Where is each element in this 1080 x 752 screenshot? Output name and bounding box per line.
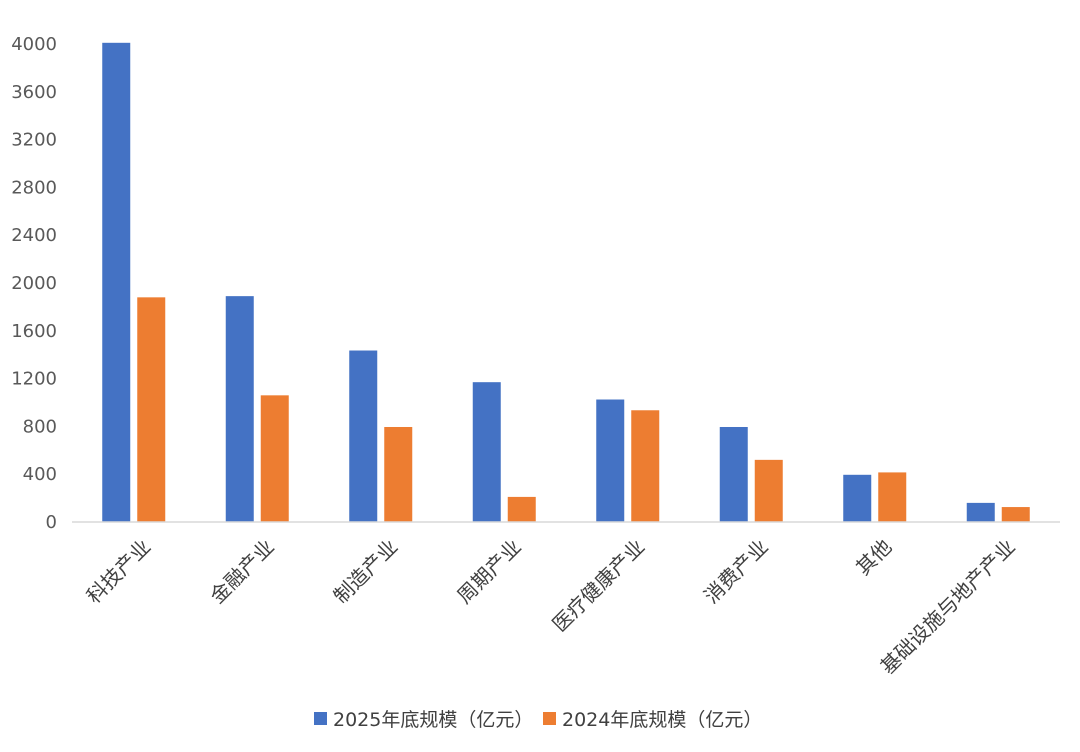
y-tick-label: 400 (23, 464, 57, 485)
y-tick-label: 4000 (11, 34, 57, 55)
y-tick-label: 2000 (11, 273, 57, 294)
x-category-label: 周期产业 (452, 535, 526, 609)
bar-2024 (137, 297, 166, 522)
legend: 2025年底规模（亿元） 2024年底规模（亿元） (314, 709, 762, 731)
bar-2025 (719, 426, 748, 522)
bar-2025 (225, 296, 254, 522)
legend-label: 2024年底规模（亿元） (562, 709, 762, 731)
legend-label: 2025年底规模（亿元） (333, 709, 533, 731)
y-tick-label: 0 (46, 512, 57, 533)
x-category-label: 制造产业 (329, 535, 403, 609)
bar-2025 (102, 42, 131, 523)
x-category-label: 科技产业 (82, 535, 156, 609)
y-tick-label: 3600 (11, 82, 57, 103)
y-tick-label: 1600 (11, 321, 57, 342)
y-tick-label: 1200 (11, 369, 57, 390)
bar-2025 (349, 350, 378, 522)
bars (102, 42, 1030, 523)
y-tick-label: 2400 (11, 225, 57, 246)
x-category-label: 医疗健康产业 (547, 535, 649, 637)
bar-2024 (507, 496, 536, 522)
bar-2025 (472, 382, 501, 522)
bar-2024 (631, 410, 660, 522)
legend-swatch (543, 712, 556, 725)
bar-2024 (878, 472, 907, 522)
y-tick-label: 2800 (11, 177, 57, 198)
y-tick-label: 3200 (11, 130, 57, 151)
x-category-label: 基础设施与地产产业 (876, 535, 1020, 679)
bar-2024 (260, 395, 289, 522)
bar-2024 (1001, 507, 1030, 522)
x-category-label: 消费产业 (699, 535, 773, 609)
y-tick-label: 800 (23, 416, 57, 437)
bar-2025 (966, 502, 995, 522)
x-category-label: 其他 (851, 535, 896, 580)
bar-2025 (596, 399, 625, 522)
y-axis-ticks: 0 400 800 1200 1600 2000 2400 2800 3200 3600 4000 (11, 34, 57, 533)
bar-2025 (843, 474, 872, 522)
legend-swatch (314, 712, 327, 725)
x-category-label: 金融产业 (205, 535, 279, 609)
bar-2024 (384, 426, 413, 522)
bar-2024 (754, 459, 783, 522)
